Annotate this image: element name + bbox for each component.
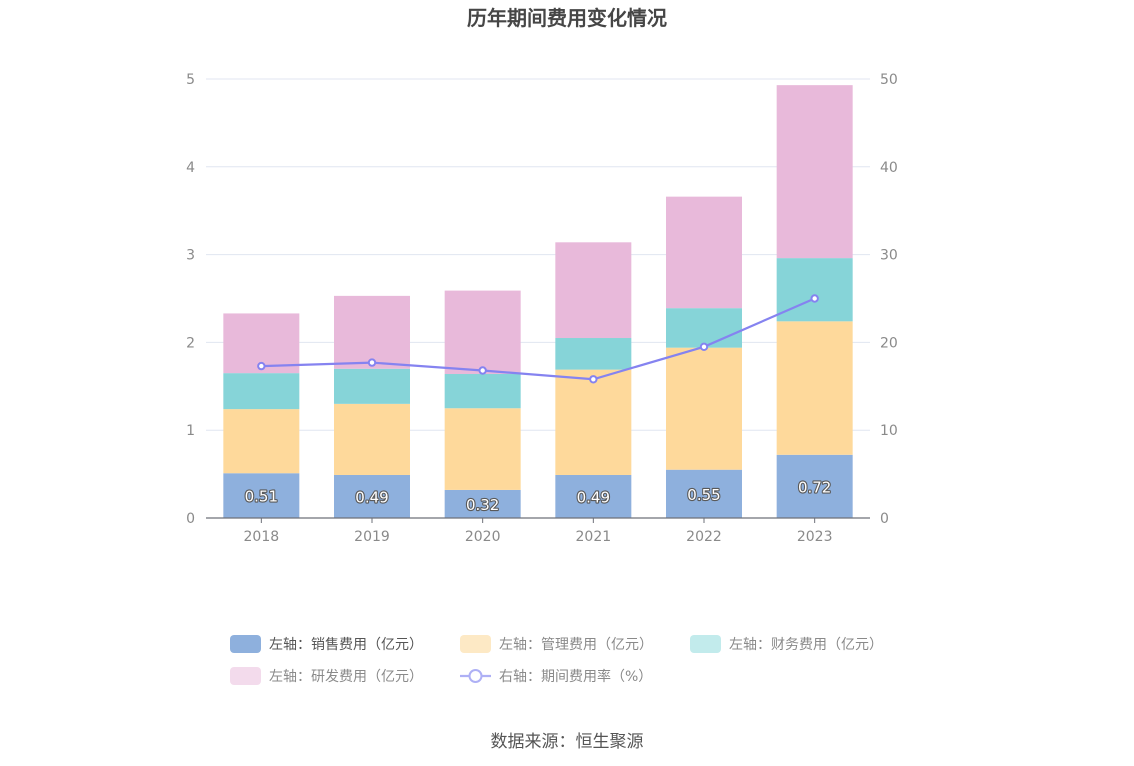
bar-segment [776, 454, 853, 518]
data-label: 0.32 [466, 496, 499, 514]
bars [223, 85, 853, 518]
bar-segment [444, 374, 521, 409]
bar-segment [334, 368, 410, 404]
y-right-tick-label: 30 [880, 248, 898, 264]
x-tick-label: 2022 [686, 529, 722, 545]
bar-segment [555, 338, 632, 370]
bar-segment [666, 347, 742, 470]
bar-segment [666, 469, 742, 518]
bar-segment [444, 408, 521, 490]
x-tick-label: 2023 [797, 529, 833, 545]
y-right-tick-label: 10 [880, 423, 898, 439]
legend-label: 左轴：销售费用（亿元） [269, 637, 423, 653]
data-label: 0.49 [355, 488, 388, 506]
data-label: 0.49 [577, 488, 610, 506]
bar-segment [666, 196, 742, 309]
y-axis-left: 0 1 2 3 4 5 [186, 72, 195, 527]
line-point [478, 366, 487, 375]
y-left-tick-label: 1 [186, 423, 195, 439]
bar-segment [555, 474, 632, 518]
bar-segment [666, 308, 742, 348]
y-right-tick-label: 20 [880, 335, 898, 351]
bar-segment [223, 373, 300, 410]
y-left-tick-label: 4 [186, 160, 195, 176]
x-tick-label: 2019 [354, 529, 390, 545]
legend: 左轴：销售费用（亿元） 左轴：管理费用（亿元） 左轴：财务费用（亿元） 左轴：研发费用… [230, 635, 883, 685]
legend-marker [468, 669, 483, 683]
legend-label: 右轴：期间费用率（%） [499, 668, 652, 685]
legend-label: 左轴：管理费用（亿元） [499, 637, 653, 653]
bar-segment [555, 369, 632, 475]
y-left-tick-label: 2 [186, 335, 195, 351]
y-left-tick-label: 3 [186, 248, 195, 264]
bar-segment [334, 295, 410, 369]
bar-segment [776, 85, 853, 259]
x-axis: 2018 2019 2020 2021 2022 2023 [206, 517, 870, 545]
legend-swatch [460, 635, 491, 653]
legend-label: 左轴：研发费用（亿元） [269, 669, 423, 685]
grid [206, 78, 870, 431]
data-label: 0.51 [245, 488, 278, 506]
bar-segment [776, 258, 853, 322]
line-point [257, 361, 266, 371]
bar-segment [444, 290, 521, 375]
line-point [810, 294, 819, 303]
bar-segment [776, 321, 853, 455]
source-note: 数据来源：恒生聚源 [491, 732, 644, 752]
line-path [261, 297, 816, 381]
line-point [699, 342, 709, 351]
bar-segment [223, 473, 300, 518]
x-tick-label: 2020 [465, 529, 501, 545]
data-label: 0.72 [798, 478, 831, 496]
y-right-tick-label: 50 [880, 72, 898, 88]
legend-swatch [690, 635, 721, 653]
x-tick-label: 2018 [244, 529, 280, 545]
legend-swatch [230, 635, 261, 653]
line-series [257, 294, 819, 384]
y-right-tick-label: 0 [880, 511, 889, 527]
bar-segment [555, 242, 632, 339]
bar-segment [444, 489, 521, 518]
legend-swatch [230, 667, 261, 685]
bar-segment [334, 474, 410, 518]
bar-segment [223, 409, 300, 474]
legend-label: 左轴：财务费用（亿元） [729, 637, 883, 653]
x-tick-label: 2021 [576, 529, 612, 545]
y-left-tick-label: 0 [186, 511, 195, 527]
chart-title: 历年期间费用变化情况 [467, 6, 667, 30]
data-labels: 0.51 0.49 0.32 0.49 0.55 0.72 [244, 477, 833, 515]
y-right-tick-label: 40 [880, 160, 898, 176]
line-point [589, 375, 598, 384]
data-label: 0.55 [687, 486, 720, 504]
line-point [367, 358, 377, 367]
y-left-tick-label: 5 [186, 72, 195, 88]
bar-segment [334, 403, 410, 475]
y-axis-right: 0 10 20 30 40 50 [880, 72, 898, 527]
